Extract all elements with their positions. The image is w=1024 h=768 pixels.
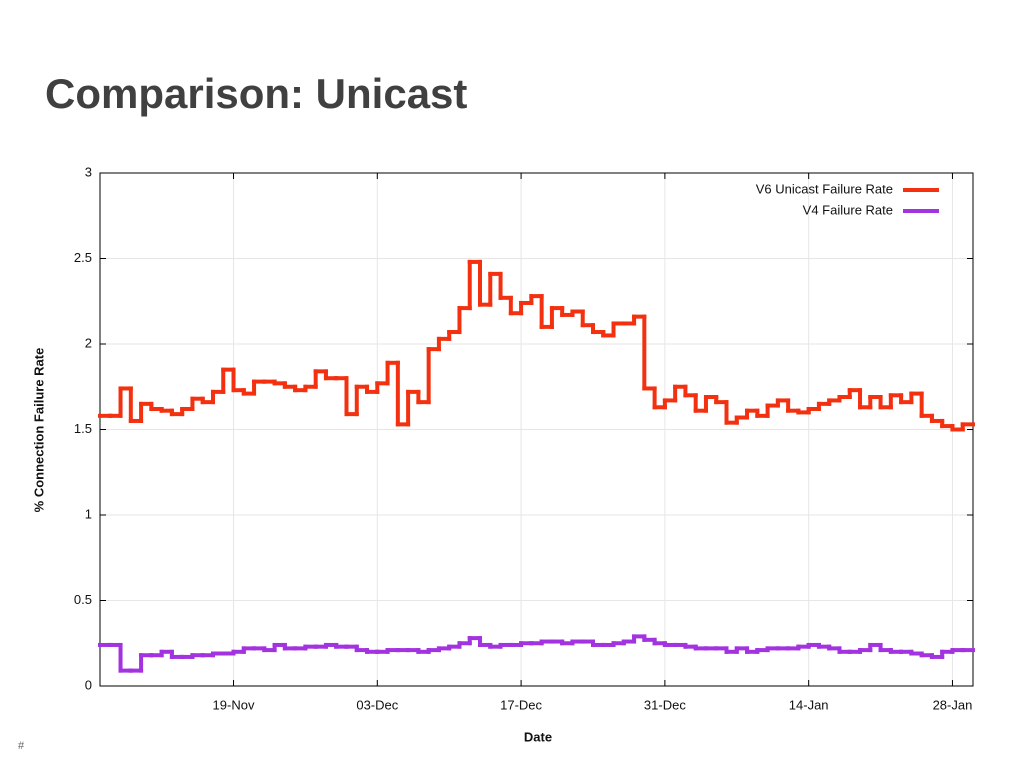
y-tick-label: 2 [85, 335, 92, 350]
y-tick-label: 1.5 [74, 421, 92, 436]
legend-label: V6 Unicast Failure Rate [756, 181, 893, 196]
plot-frame [99, 172, 974, 687]
x-tick-label: 28-Jan [933, 697, 973, 712]
x-tick-label: 14-Jan [789, 697, 829, 712]
slide-number: # [18, 740, 25, 752]
x-axis-label: Date [524, 729, 552, 744]
y-tick-label: 3 [85, 164, 92, 179]
x-tick-label: 17-Dec [500, 697, 542, 712]
y-tick-label: 0.5 [74, 592, 92, 607]
x-tick-label: 19-Nov [213, 697, 255, 712]
legend-label: V4 Failure Rate [803, 202, 893, 217]
slide-title: Comparison: Unicast [45, 70, 467, 117]
x-tick-label: 03-Dec [356, 697, 398, 712]
x-tick-label: 31-Dec [644, 697, 686, 712]
y-tick-label: 1 [85, 506, 92, 521]
y-tick-label: 2.5 [74, 250, 92, 265]
y-axis-label: % Connection Failure Rate [31, 348, 46, 513]
y-tick-label: 0 [85, 677, 92, 692]
